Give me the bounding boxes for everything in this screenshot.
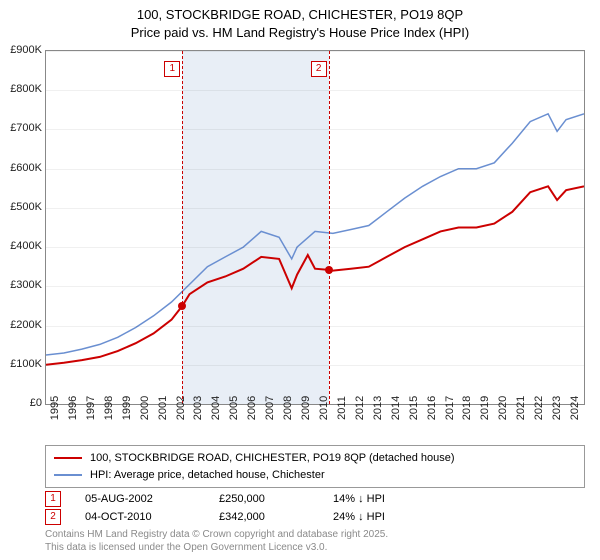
x-axis-label: 2000 — [139, 396, 151, 420]
y-axis-label: £200K — [0, 319, 42, 331]
sales-row-delta: 24% ↓ HPI — [333, 511, 423, 523]
x-axis-label: 1997 — [85, 396, 97, 420]
x-axis-label: 2023 — [551, 396, 563, 420]
footer-line-2: This data is licensed under the Open Gov… — [45, 541, 388, 554]
x-axis-label: 2014 — [390, 396, 402, 420]
x-axis-label: 2009 — [300, 396, 312, 420]
x-axis-label: 2002 — [175, 396, 187, 420]
sale-marker-line — [329, 51, 330, 404]
legend-swatch — [54, 457, 82, 459]
gridline-h — [46, 365, 584, 366]
x-axis-label: 2010 — [318, 396, 330, 420]
x-axis-label: 2008 — [282, 396, 294, 420]
x-axis-label: 2020 — [497, 396, 509, 420]
chart-container: 100, STOCKBRIDGE ROAD, CHICHESTER, PO19 … — [0, 0, 600, 560]
x-axis-label: 2015 — [408, 396, 420, 420]
x-axis-label: 2016 — [426, 396, 438, 420]
legend-swatch — [54, 474, 82, 476]
sales-row-marker: 1 — [45, 491, 61, 507]
sale-marker-line — [182, 51, 183, 404]
sales-row-date: 04-OCT-2010 — [85, 511, 195, 523]
series-line-hpi — [46, 114, 584, 355]
legend-item: 100, STOCKBRIDGE ROAD, CHICHESTER, PO19 … — [54, 450, 576, 467]
legend-label: 100, STOCKBRIDGE ROAD, CHICHESTER, PO19 … — [90, 450, 455, 467]
x-axis-label: 1999 — [121, 396, 133, 420]
sales-row: 2 04-OCT-2010 £342,000 24% ↓ HPI — [45, 508, 423, 526]
legend-label: HPI: Average price, detached house, Chic… — [90, 467, 325, 484]
x-axis-label: 2006 — [246, 396, 258, 420]
x-axis-label: 2005 — [228, 396, 240, 420]
sales-row-price: £250,000 — [219, 493, 309, 505]
footer-attribution: Contains HM Land Registry data © Crown c… — [45, 528, 388, 554]
y-axis-label: £300K — [0, 279, 42, 291]
plot-area: 12 — [45, 50, 585, 405]
gridline-h — [46, 129, 584, 130]
gridline-h — [46, 169, 584, 170]
legend-item: HPI: Average price, detached house, Chic… — [54, 467, 576, 484]
legend: 100, STOCKBRIDGE ROAD, CHICHESTER, PO19 … — [45, 445, 585, 488]
x-axis-label: 2022 — [533, 396, 545, 420]
x-axis-label: 1998 — [103, 396, 115, 420]
gridline-h — [46, 208, 584, 209]
sales-table: 1 05-AUG-2002 £250,000 14% ↓ HPI 2 04-OCT-201… — [45, 490, 423, 526]
sales-row-delta: 14% ↓ HPI — [333, 493, 423, 505]
y-axis-label: £800K — [0, 83, 42, 95]
sale-marker-box: 1 — [164, 61, 180, 77]
y-axis-label: £0 — [0, 397, 42, 409]
x-axis-label: 2021 — [515, 396, 527, 420]
y-axis-label: £100K — [0, 358, 42, 370]
sales-row: 1 05-AUG-2002 £250,000 14% ↓ HPI — [45, 490, 423, 508]
footer-line-1: Contains HM Land Registry data © Crown c… — [45, 528, 388, 541]
x-axis-label: 2013 — [372, 396, 384, 420]
x-axis-label: 1995 — [49, 396, 61, 420]
series-line-price_paid — [46, 186, 584, 364]
x-axis-label: 2017 — [444, 396, 456, 420]
sales-row-marker: 2 — [45, 509, 61, 525]
x-axis-label: 2003 — [192, 396, 204, 420]
sales-row-price: £342,000 — [219, 511, 309, 523]
y-axis-label: £900K — [0, 44, 42, 56]
x-axis-label: 2004 — [210, 396, 222, 420]
x-axis-label: 2024 — [569, 396, 581, 420]
x-axis-label: 2018 — [461, 396, 473, 420]
gridline-h — [46, 90, 584, 91]
sale-marker-box: 2 — [311, 61, 327, 77]
x-axis-label: 1996 — [67, 396, 79, 420]
x-axis-label: 2012 — [354, 396, 366, 420]
title-block: 100, STOCKBRIDGE ROAD, CHICHESTER, PO19 … — [0, 0, 600, 41]
y-axis-label: £400K — [0, 240, 42, 252]
y-axis-label: £500K — [0, 201, 42, 213]
gridline-h — [46, 286, 584, 287]
y-axis-label: £600K — [0, 162, 42, 174]
sale-dot — [325, 266, 333, 274]
title-line-1: 100, STOCKBRIDGE ROAD, CHICHESTER, PO19 … — [0, 6, 600, 24]
y-axis-label: £700K — [0, 122, 42, 134]
x-axis-label: 2001 — [157, 396, 169, 420]
title-line-2: Price paid vs. HM Land Registry's House … — [0, 24, 600, 42]
gridline-h — [46, 326, 584, 327]
gridline-h — [46, 247, 584, 248]
gridline-h — [46, 51, 584, 52]
sales-row-date: 05-AUG-2002 — [85, 493, 195, 505]
chart-lines-svg — [46, 51, 584, 404]
sale-dot — [178, 302, 186, 310]
x-axis-label: 2011 — [336, 396, 348, 420]
x-axis-label: 2019 — [479, 396, 491, 420]
x-axis-label: 2007 — [264, 396, 276, 420]
